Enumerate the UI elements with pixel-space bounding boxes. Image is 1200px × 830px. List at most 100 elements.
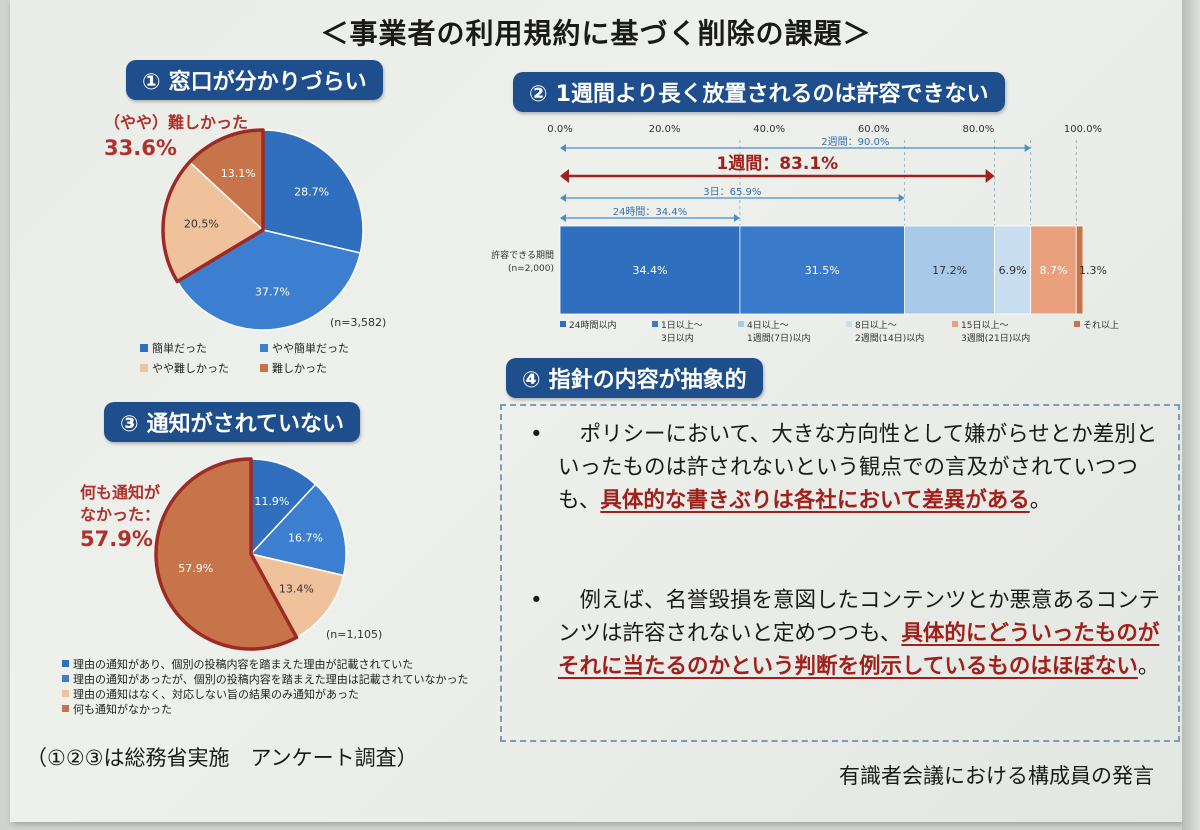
- pie-slice-label: 28.7%: [294, 186, 329, 199]
- legend-item: 理由の通知はなく、対応しない旨の結果のみ通知があった: [62, 686, 468, 701]
- row-n-label: (n=2,000): [508, 264, 554, 274]
- bar-segment-label: 6.9%: [999, 264, 1027, 277]
- x-tick-label: 40.0%: [753, 124, 785, 135]
- section3-n: (n=1,105): [326, 628, 383, 641]
- section3-legend: 理由の通知があり、個別の投稿内容を踏まえた理由が記載されていた 理由の通知があっ…: [62, 656, 468, 716]
- section1-title: ① 窓口が分かりづらい: [126, 60, 383, 100]
- bar-legend-item: 24時間以内: [560, 319, 616, 331]
- bar-segment-label: 17.2%: [932, 264, 967, 277]
- svg-text:1週間(7日)以内: 1週間(7日)以内: [747, 332, 810, 344]
- bullet-2-text: 例えば、名誉毀損を意図したコンテンツとか悪意あるコンテンツは許容されないと定めつ…: [558, 584, 1170, 683]
- bar-segment-label: 34.4%: [632, 264, 667, 277]
- svg-text:それ以上: それ以上: [1083, 320, 1119, 331]
- section4-title: ④ 指針の内容が抽象的: [506, 358, 763, 398]
- bar-segment-label: 31.5%: [805, 264, 840, 277]
- legend-item: 難しかった: [260, 360, 380, 376]
- pie-slice-label: 11.9%: [254, 495, 289, 508]
- pie-chart-3: 11.9% 16.7% 13.4% 57.9%: [154, 457, 347, 651]
- bullet-1-text: ポリシーにおいて、大きな方向性として嫌がらせとか差別といったものは許されないとい…: [558, 418, 1170, 517]
- legend-item: 理由の通知があったが、個別の投稿内容を踏まえた理由は記載されていなかった: [62, 671, 468, 686]
- section2-label: 1週間より長く放置されるのは許容できない: [555, 82, 989, 107]
- bar-segment: [1075, 225, 1084, 315]
- cumulative-arrow: 1週間：83.1%: [560, 154, 995, 183]
- pie-highlight-outline: [154, 457, 299, 651]
- cumulative-arrow: 24時間：34.4%: [560, 206, 740, 222]
- bar-legend-item: 4日以上～1週間(7日)以内: [738, 320, 810, 344]
- svg-text:1日以上～: 1日以上～: [661, 320, 703, 331]
- x-tick-label: 60.0%: [858, 124, 890, 135]
- section1-callout: （やや）難しかった 33.6%: [104, 112, 248, 162]
- pie-slice: [249, 552, 345, 639]
- svg-text:15日以上～: 15日以上～: [961, 320, 1008, 331]
- legend-item: 何も通知がなかった: [62, 701, 468, 716]
- bar-legend-item: それ以上: [1074, 320, 1119, 331]
- section1-num: ①: [142, 70, 161, 95]
- legend-item: 理由の通知があり、個別の投稿内容を踏まえた理由が記載されていた: [62, 656, 468, 671]
- slide: ＜事業者の利用規約に基づく削除の課題＞ ① 窓口が分かりづらい （やや）難しかった…: [10, 0, 1182, 822]
- row-label: 許容できる期間: [491, 249, 554, 261]
- svg-text:3日以内: 3日以内: [661, 332, 694, 344]
- bar-segment: [904, 225, 996, 315]
- section2-num: ②: [529, 82, 548, 107]
- pie-slice-label: 37.7%: [255, 285, 290, 298]
- arrow-label: 3日：65.9%: [703, 187, 761, 198]
- bar-segment-label: 1.3%: [1079, 264, 1107, 277]
- section3-title: ③ 通知がされていない: [104, 402, 360, 442]
- pie-slice-label: 13.4%: [279, 582, 314, 595]
- bullet-dot: •: [530, 422, 543, 447]
- pie-slice-label: 20.5%: [184, 218, 219, 231]
- section1-callout-line1: （やや）難しかった: [104, 113, 249, 132]
- bullet-dot: •: [530, 588, 543, 613]
- svg-text:3週間(21日)以内: 3週間(21日)以内: [961, 332, 1030, 344]
- section1-n: (n=3,582): [330, 316, 387, 329]
- section2-title: ② 1週間より長く放置されるのは許容できない: [513, 72, 1005, 112]
- page-title: ＜事業者の利用規約に基づく削除の課題＞: [320, 17, 872, 50]
- footer-source-note: （①②③は総務省実施 アンケート調査）: [26, 746, 418, 770]
- pie-highlight-outline: [161, 128, 265, 284]
- stacked-bar-chart: 0.0% 20.0% 40.0% 60.0% 80.0% 100.0% 2週間：90.0% 1…: [491, 124, 1119, 344]
- x-tick-label: 80.0%: [963, 124, 995, 135]
- section4-num: ④: [522, 368, 541, 393]
- cumulative-arrow: 3日：65.9%: [560, 187, 905, 202]
- bar-legend-item: 1日以上～3日以内: [652, 320, 703, 344]
- svg-text:4日以上～: 4日以上～: [747, 320, 789, 331]
- bullet-1-end: 。: [1029, 488, 1052, 513]
- pie-slice-label: 57.9%: [178, 562, 213, 575]
- arrow-label: 2週間：90.0%: [821, 136, 889, 148]
- page-edge: [1182, 0, 1200, 830]
- section3-label: 通知がされていない: [146, 412, 344, 437]
- pie-chart-1: 28.7% 37.7% 20.5% 13.1%: [161, 128, 364, 331]
- bullet-1: • ポリシーにおいて、大きな方向性として嫌がらせとか差別といったものは許されない…: [530, 418, 1170, 558]
- pie-slice: [262, 129, 364, 254]
- bar-legend-item: 8日以上～2週間(14日)以内: [846, 320, 924, 344]
- bullet-1-plain: ポリシーにおいて、大きな方向性として嫌がらせとか差別といったものは許されないとい…: [558, 422, 1158, 513]
- bullet-1-emphasis: 具体的な書きぶりは各社において差異がある: [600, 488, 1030, 513]
- bullet-2-plain: 例えば、名誉毀損を意図したコンテンツとか悪意あるコンテンツは許容されないと定めつ…: [558, 588, 1161, 646]
- bullet-2-emphasis: 具体的にどういったものがそれに当たるのかという判断を例示しているものはほぼない: [558, 621, 1160, 679]
- legend-item: やや簡単だった: [260, 340, 380, 356]
- x-tick-label: 100.0%: [1064, 124, 1102, 135]
- section4-label: 指針の内容が抽象的: [548, 368, 747, 393]
- bullet-2: • 例えば、名誉毀損を意図したコンテンツとか悪意あるコンテンツは許容されないと定…: [530, 584, 1170, 724]
- bar-segment: [559, 225, 741, 315]
- pie-slice-label: 13.1%: [221, 167, 256, 180]
- legend-item: 簡単だった: [140, 340, 260, 356]
- section3-callout-line1: 何も通知が: [80, 483, 161, 502]
- arrow-label: 24時間：34.4%: [613, 206, 688, 218]
- section3-callout-line3: 57.9%: [80, 527, 153, 552]
- section3-callout: 何も通知が なかった： 57.9%: [80, 482, 160, 554]
- legend-item: やや難しかった: [140, 360, 260, 376]
- pie-slice-label: 16.7%: [288, 531, 323, 544]
- bullet-2-end: 。: [1137, 654, 1160, 679]
- quote-box: [500, 404, 1180, 742]
- x-tick-label: 20.0%: [649, 124, 681, 135]
- bar-segment: [739, 225, 906, 315]
- section1-callout-line2: 33.6%: [104, 135, 177, 160]
- bar-segment-label: 8.7%: [1039, 264, 1067, 277]
- svg-text:8日以上～: 8日以上～: [855, 320, 897, 331]
- pie-slice: [249, 483, 347, 577]
- section3-num: ③: [120, 412, 139, 437]
- arrow-label: 1週間：83.1%: [716, 154, 838, 174]
- svg-text:24時間以内: 24時間以内: [569, 319, 616, 331]
- section3-callout-line2: なかった：: [80, 504, 161, 524]
